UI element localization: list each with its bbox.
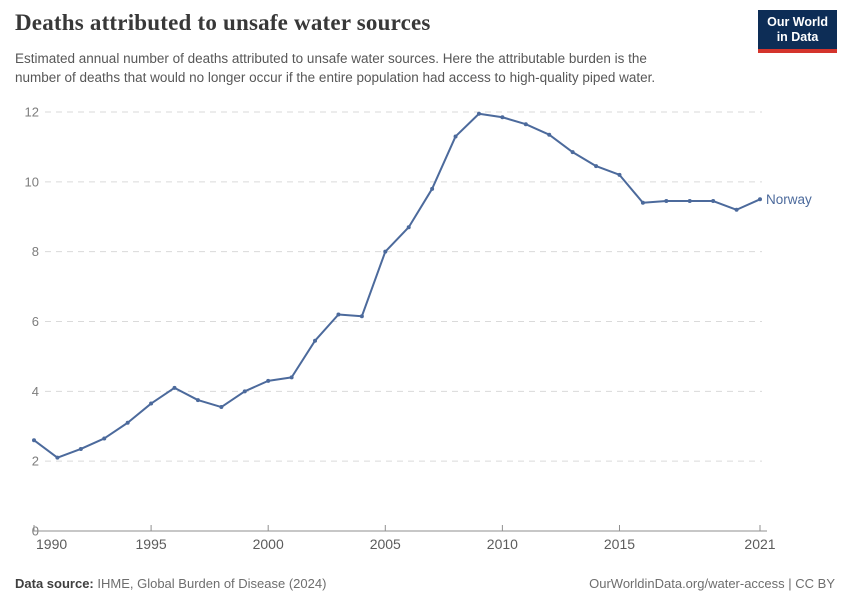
data-point <box>430 186 435 191</box>
logo-line-1: Our World <box>767 15 828 29</box>
data-point <box>172 385 177 390</box>
y-axis-tick-label: 6 <box>32 314 39 329</box>
data-point <box>102 436 107 441</box>
chart-subtitle: Estimated annual number of deaths attrib… <box>15 49 655 87</box>
data-series-line <box>33 112 761 459</box>
data-point <box>758 197 762 202</box>
data-point <box>570 150 575 155</box>
owid-logo[interactable]: Our World in Data <box>758 10 837 53</box>
data-point <box>55 455 60 460</box>
data-point <box>453 134 458 139</box>
data-point <box>617 172 622 177</box>
data-source-label: Data source: <box>15 576 94 591</box>
data-point <box>406 225 411 230</box>
x-axis-tick-label: 2010 <box>487 536 518 552</box>
logo-line-2: in Data <box>776 30 819 44</box>
data-point <box>687 199 692 204</box>
x-axis-tick-label: 2000 <box>253 536 284 552</box>
data-point <box>336 312 341 317</box>
y-axis-tick-label: 8 <box>32 244 39 259</box>
subtitle-line-2: number of deaths that would no longer oc… <box>15 70 656 85</box>
data-point <box>500 115 505 120</box>
data-source-text: IHME, Global Burden of Disease (2024) <box>97 576 327 591</box>
data-point <box>195 398 200 403</box>
data-point <box>734 207 739 212</box>
data-point <box>125 420 130 425</box>
y-axis-tick-label: 4 <box>32 384 39 399</box>
data-point <box>664 199 669 204</box>
data-point <box>313 338 318 343</box>
data-source: Data source: IHME, Global Burden of Dise… <box>15 576 326 591</box>
attribution-link[interactable]: OurWorldinData.org/water-access | CC BY <box>589 576 835 591</box>
data-point <box>359 314 364 319</box>
data-point <box>476 111 481 116</box>
data-point <box>242 389 247 394</box>
data-point <box>594 164 599 169</box>
data-point <box>78 446 83 451</box>
chart-footer: Data source: IHME, Global Burden of Dise… <box>15 576 835 591</box>
x-axis-tick-label: 2015 <box>604 536 635 552</box>
y-axis-tick-label: 12 <box>25 105 39 120</box>
page-title: Deaths attributed to unsafe water source… <box>15 10 431 35</box>
x-axis-tick-label: 2005 <box>370 536 401 552</box>
data-point <box>547 132 552 137</box>
data-point <box>383 249 388 254</box>
x-axis-tick-label: 1990 <box>36 536 67 552</box>
series-end-label: Norway <box>766 192 812 207</box>
data-point <box>711 199 716 204</box>
x-axis-tick-label: 1995 <box>136 536 167 552</box>
data-point <box>219 405 224 410</box>
data-point <box>523 122 528 127</box>
y-axis-tick-label: 2 <box>32 454 39 469</box>
data-point <box>289 375 294 380</box>
data-point <box>149 401 154 406</box>
data-point <box>32 438 36 443</box>
data-point <box>640 200 645 205</box>
x-axis-tick-label: 2021 <box>744 536 775 552</box>
subtitle-line-1: Estimated annual number of deaths attrib… <box>15 51 647 66</box>
y-axis-tick-label: 10 <box>25 174 39 189</box>
data-point <box>266 378 271 383</box>
